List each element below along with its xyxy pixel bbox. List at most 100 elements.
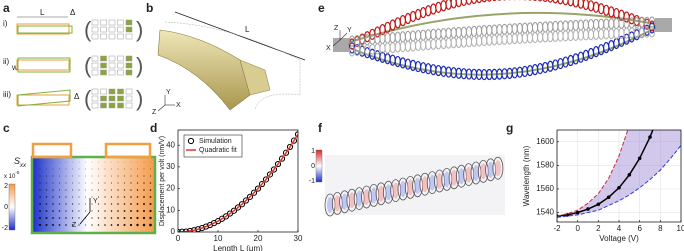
coil (562, 30, 569, 42)
arrow-dot (85, 189, 86, 191)
arrow-dot (52, 161, 54, 163)
coil (470, 0, 478, 4)
legend-label: Simulation (199, 138, 232, 145)
coil (501, 23, 508, 35)
panel-b: L Y Z X (152, 11, 306, 116)
coil (481, 25, 488, 37)
arrow-dot (39, 168, 41, 170)
panel-e: Z Y X (326, 0, 672, 81)
panel-f: 1 0 -1 (309, 148, 505, 217)
arrow-dot (111, 168, 112, 170)
arrow-dot (130, 175, 132, 177)
coil (552, 20, 559, 32)
field (465, 166, 472, 183)
arrow-dot (45, 182, 48, 184)
coil (440, 28, 447, 40)
coil (399, 31, 406, 43)
arrow-dot (124, 168, 125, 170)
arrow-dot (78, 175, 80, 177)
arrow-dot (85, 196, 86, 198)
field (414, 177, 421, 194)
arrow-dot (85, 175, 86, 177)
arrow-dot (78, 182, 80, 184)
axis-label: Y (166, 89, 171, 96)
arrow-dot (45, 189, 48, 191)
arrow-dot (149, 196, 152, 198)
arrow-dot (78, 161, 80, 163)
cell (108, 88, 116, 95)
arrow-dot (71, 210, 74, 212)
cell (100, 26, 107, 33)
x-tick-label: 0 (176, 234, 181, 243)
arrow-dot (78, 189, 80, 191)
arrow-dot (142, 209, 146, 213)
arrow-dot (52, 217, 54, 219)
coil (587, 47, 595, 60)
field (421, 176, 428, 193)
field (341, 193, 348, 210)
x-tick-label: 8 (658, 224, 663, 233)
quantity-label: Sxx (14, 156, 27, 168)
coil (577, 29, 584, 41)
arrow-dot (58, 224, 61, 226)
coil (506, 33, 513, 45)
coil (598, 28, 605, 40)
arrow-dot (136, 182, 139, 184)
arrow-dot (98, 182, 99, 184)
coil (399, 57, 407, 69)
field (363, 189, 370, 205)
data-point (270, 166, 278, 173)
coil (440, 0, 447, 12)
coil (430, 28, 437, 40)
arrow-dot (71, 224, 74, 226)
coil (420, 29, 427, 41)
arrow-dot (58, 189, 61, 191)
cell (117, 102, 124, 109)
coil (552, 30, 559, 42)
axis-label: Z (72, 222, 77, 229)
y-tick-label: 1560 (536, 184, 554, 193)
panel-label: e (318, 1, 325, 15)
arrow-dot (98, 168, 99, 170)
coil (440, 38, 447, 50)
arrow-dot (58, 217, 61, 219)
panel-label: c (3, 121, 10, 135)
arrow-dot (71, 217, 74, 219)
coil (435, 1, 442, 13)
coil (404, 58, 412, 70)
data-point (606, 195, 611, 200)
coil (582, 29, 589, 41)
cell (117, 19, 124, 26)
cell (125, 62, 133, 69)
arrow-dot (130, 210, 132, 212)
arrow-dot (104, 196, 106, 198)
arrow-dot (117, 168, 119, 170)
plot-frame (177, 129, 299, 233)
coil (597, 3, 605, 15)
length-label: L (245, 25, 250, 34)
arrow-dot (150, 168, 151, 170)
x-axis-label: Voltage (V) (599, 234, 639, 243)
bracket: ( (84, 53, 92, 78)
arrow-dot (111, 161, 112, 163)
x-axis-label: Length L (μm) (213, 244, 263, 251)
coil (414, 8, 422, 21)
data-point (617, 185, 621, 190)
cell (125, 55, 133, 62)
bracket: ) (136, 17, 143, 42)
colorbar (8, 183, 16, 231)
coil (582, 19, 589, 31)
cell (125, 88, 133, 95)
data-point (290, 137, 298, 144)
data-point (648, 135, 652, 139)
coil (455, 26, 462, 38)
cell (91, 55, 99, 62)
data-point (222, 213, 230, 220)
arrow-dot (45, 217, 48, 219)
coil (409, 10, 417, 23)
data-point (278, 155, 286, 162)
coil (476, 0, 482, 4)
coil (603, 28, 610, 40)
coil (409, 59, 417, 72)
stress-map (32, 157, 155, 233)
